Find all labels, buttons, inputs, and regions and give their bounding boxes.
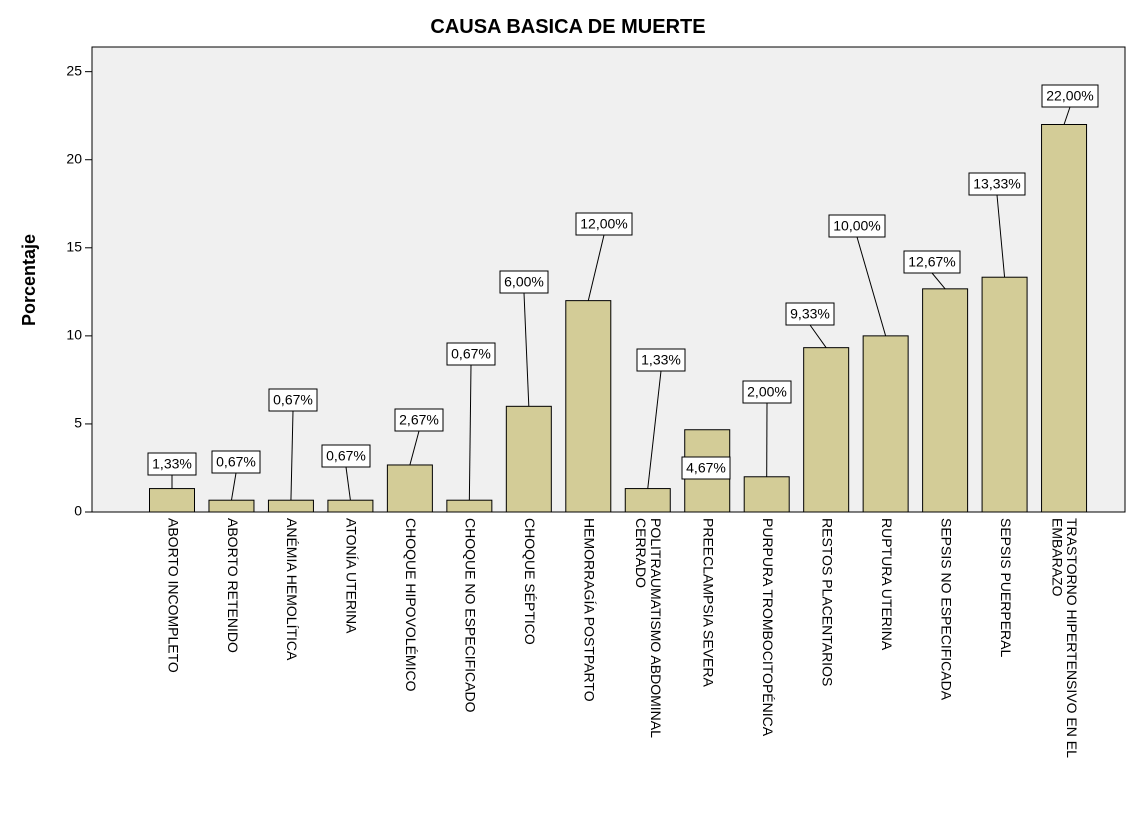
bar (803, 347, 850, 513)
value-label-box (828, 214, 886, 238)
leader-line (409, 430, 420, 466)
leader-line (523, 292, 530, 407)
x-tick-label: ANÉMIA HEMOLÍTICA (284, 518, 300, 661)
label-line: TRASTORNO HIPERTENSIVO EN EL (1064, 518, 1080, 761)
y-tick-label: 5 (74, 415, 82, 431)
bar (862, 335, 909, 513)
value-label: 2,00% (747, 384, 787, 400)
bar (386, 464, 433, 513)
value-label: 0,67% (273, 392, 313, 408)
value-label-box (147, 452, 197, 476)
value-label: 0,67% (451, 346, 491, 362)
leader-line (587, 234, 605, 301)
bar (1041, 124, 1088, 513)
x-tick-label: SEPSIS PUERPERAL (998, 518, 1014, 657)
leader-line (931, 272, 946, 290)
value-label: 6,00% (504, 274, 544, 290)
y-tick-label: 20 (66, 150, 82, 166)
x-tick-label: SEPSIS NO ESPECIFICADA (938, 518, 954, 701)
label-line: CERRADO (633, 518, 649, 588)
x-tick-label: CHOQUE NO ESPECIFICADO (463, 518, 479, 713)
x-tick-label: HEMORRAGÍA POSTPARTO (582, 518, 598, 702)
value-label: 12,00% (580, 216, 627, 232)
x-tick-label: CHOQUE HIPOVOLÉMICO (403, 518, 419, 692)
value-label-box (903, 250, 961, 274)
chart-title: CAUSA BASICA DE MUERTE (430, 16, 705, 38)
value-label: 0,67% (326, 448, 366, 464)
bar (327, 499, 374, 513)
value-label: 1,33% (152, 456, 192, 472)
value-label: 1,33% (641, 352, 681, 368)
bar (208, 499, 255, 513)
x-tick-label: POLITRAUMATISMO ABDOMINAL CERRADO (633, 518, 664, 741)
label-line: POLITRAUMATISMO ABDOMINAL (648, 518, 664, 741)
value-label: 4,67% (686, 460, 726, 476)
value-label: 13,33% (973, 176, 1020, 192)
value-label: 12,67% (908, 254, 955, 270)
y-tick-label: 15 (66, 238, 82, 254)
value-label: 22,00% (1046, 88, 1093, 104)
x-tick-label: RESTOS PLACENTARIOS (819, 518, 835, 686)
value-label: 2,67% (399, 412, 439, 428)
leader-line (856, 236, 887, 337)
x-tick-label: ATONÍA UTERINA (344, 518, 360, 634)
value-label-box (785, 302, 835, 326)
bar (149, 488, 195, 513)
y-tick-label: 25 (66, 62, 82, 78)
x-tick-label: ABORTO RETENIDO (225, 518, 241, 653)
bar (446, 499, 493, 513)
bar (505, 405, 552, 513)
value-label-box (575, 212, 633, 236)
leader-line (345, 466, 351, 501)
leader-line (996, 194, 1006, 278)
value-label-box (681, 456, 731, 480)
x-tick-label: RUPTURA UTERINA (879, 518, 895, 651)
leader-line (647, 370, 662, 489)
bar (565, 300, 612, 513)
value-label-box (321, 444, 371, 468)
x-tick-label: CHOQUE SÉPTICO (522, 518, 538, 645)
label-line: EMBARAZO (1050, 518, 1066, 597)
bar (624, 488, 671, 513)
bar (981, 276, 1028, 513)
leader-line (230, 472, 237, 501)
value-label-box (1041, 84, 1099, 108)
value-label: 9,33% (790, 306, 830, 322)
leader-line (809, 324, 827, 348)
value-label-box (968, 172, 1026, 196)
leader-line (290, 410, 294, 501)
leader-line (1063, 106, 1071, 125)
value-label-box (446, 342, 496, 366)
value-label-box (499, 270, 549, 294)
value-label: 0,67% (216, 454, 256, 470)
x-tick-label: PURPURA TROMBOCITOPÉNICA (760, 518, 776, 737)
value-label: 10,00% (833, 218, 880, 234)
y-axis-label: Porcentaje (19, 234, 39, 326)
x-tick-label: ABORTO INCOMPLETO (165, 518, 181, 673)
value-label-box (742, 380, 792, 404)
y-tick-label: 10 (66, 327, 82, 343)
leader-line (468, 364, 472, 501)
value-label-box (211, 450, 261, 474)
x-tick-label: TRASTORNO HIPERTENSIVO EN EL EMBARAZO (1050, 518, 1081, 761)
value-label-box (636, 348, 686, 372)
bar (922, 288, 969, 513)
y-tick-label: 0 (74, 503, 82, 519)
value-label-box (268, 388, 318, 412)
bar (267, 499, 314, 513)
bar (743, 476, 790, 513)
value-label-box (394, 408, 444, 432)
x-tick-label: PREECLAMPSIA SEVERA (701, 518, 717, 688)
